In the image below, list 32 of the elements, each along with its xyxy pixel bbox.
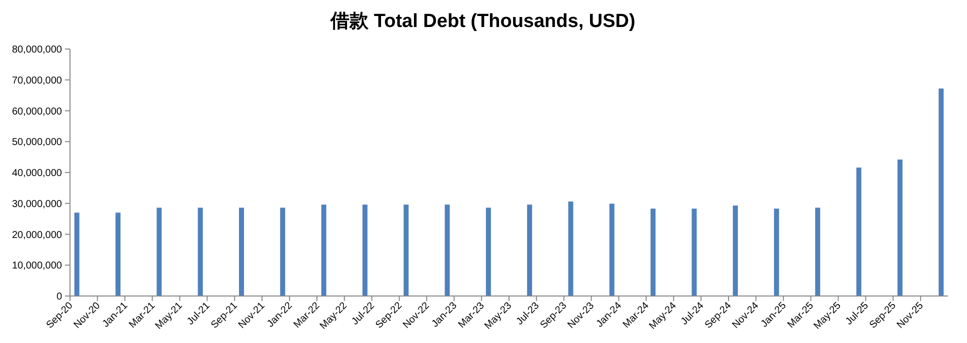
y-tick-label: 30,000,000 bbox=[12, 198, 62, 210]
bar bbox=[486, 208, 491, 296]
bar bbox=[815, 208, 820, 296]
y-tick-label: 50,000,000 bbox=[12, 137, 62, 148]
bar bbox=[404, 204, 409, 296]
bar bbox=[732, 206, 738, 296]
y-tick-label: 80,000,000 bbox=[12, 44, 62, 56]
bar bbox=[609, 204, 614, 296]
bar bbox=[692, 208, 697, 296]
y-tick-label: 40,000,000 bbox=[12, 168, 62, 179]
bar bbox=[156, 208, 162, 296]
chart-title: 借款 Total Debt (Thousands, USD) bbox=[330, 11, 636, 32]
bar bbox=[238, 208, 244, 296]
bar bbox=[74, 212, 80, 296]
y-tick-label: 0 bbox=[56, 292, 62, 302]
bar bbox=[116, 212, 121, 296]
bar bbox=[362, 204, 368, 296]
y-tick-label: 70,000,000 bbox=[12, 75, 62, 86]
bar bbox=[568, 202, 574, 296]
bar bbox=[321, 204, 326, 296]
bar bbox=[280, 208, 286, 296]
y-tick-label: 60,000,000 bbox=[12, 106, 62, 118]
bar bbox=[856, 168, 862, 296]
y-tick-label: 10,000,000 bbox=[12, 260, 62, 272]
bar bbox=[938, 88, 944, 296]
bar bbox=[897, 160, 902, 296]
y-tick-label: 20,000,000 bbox=[12, 230, 62, 241]
bar bbox=[444, 204, 450, 296]
bar bbox=[527, 204, 532, 296]
bar bbox=[774, 208, 780, 296]
bar bbox=[198, 208, 203, 296]
bar bbox=[650, 208, 656, 296]
